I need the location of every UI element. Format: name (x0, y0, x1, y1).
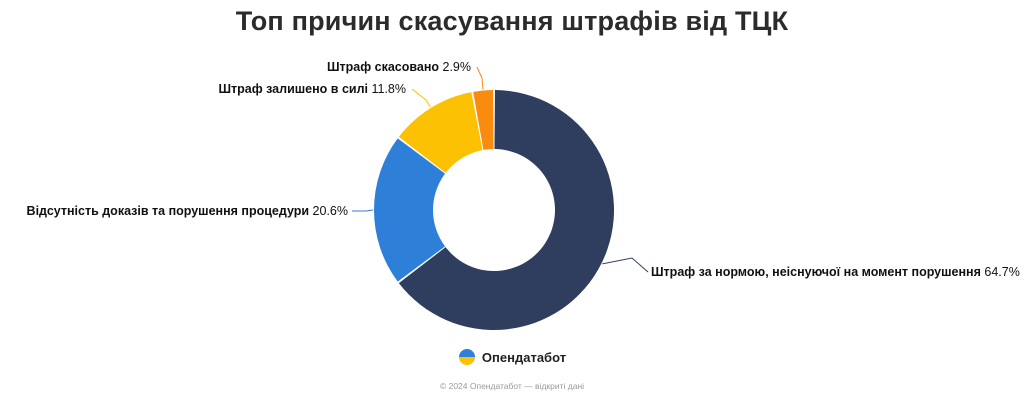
chart-title: Топ причин скасування штрафів від ТЦК (235, 6, 789, 36)
slice-label: Штраф скасовано 2.9% (327, 60, 471, 74)
slice-labels: Штраф за нормою, неіснуючої на момент по… (27, 60, 1020, 279)
slice-label-name: Штраф за нормою, неіснуючої на момент по… (651, 265, 981, 279)
slice-label-name: Штраф скасовано (327, 60, 439, 74)
slice-label-value: 64.7% (981, 265, 1020, 279)
label-leader-lines (352, 66, 649, 273)
donut-slice (473, 90, 494, 150)
donut-slices (374, 90, 615, 331)
slice-label: Відсутність доказів та порушення процеду… (27, 204, 348, 218)
slice-label-name: Штраф залишено в силі (218, 82, 368, 96)
donut-slice (398, 90, 615, 331)
leader-line (602, 257, 649, 273)
brand-name: Опендатабот (481, 349, 567, 365)
leader-line (476, 66, 484, 90)
leader-line (352, 209, 374, 212)
leader-line (411, 88, 431, 108)
donut-slice (398, 92, 483, 173)
slice-label: Штраф залишено в силі 11.8% (218, 82, 406, 96)
slice-label-value: 11.8% (368, 82, 406, 96)
slice-label-value: 20.6% (309, 204, 348, 218)
brand: Опендатабот (0, 348, 1024, 366)
slice-label-value: 2.9% (439, 60, 471, 74)
donut-slice (374, 138, 446, 282)
opendatabot-logo-icon (458, 349, 475, 365)
slice-label: Штраф за нормою, неіснуючої на момент по… (651, 265, 1020, 279)
slice-label-name: Відсутність доказів та порушення процеду… (27, 204, 310, 218)
footer-copyright: © 2024 Опендатабот — відкриті дані (439, 381, 585, 391)
